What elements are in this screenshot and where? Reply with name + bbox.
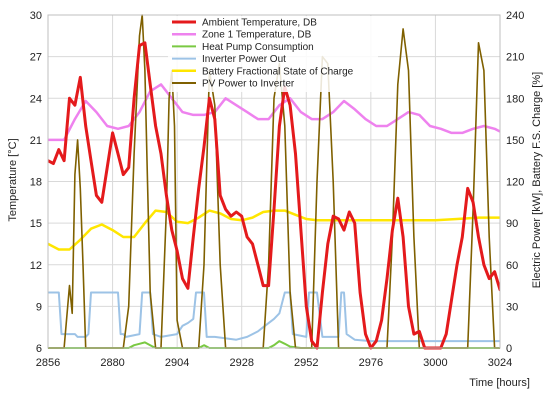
x-tick-0: 2856: [36, 357, 60, 369]
y-right-tick-3: 90: [506, 218, 518, 230]
x-tick-6: 3000: [423, 357, 447, 369]
x-tick-4: 2952: [294, 357, 318, 369]
y-right-tick-6: 180: [506, 93, 524, 105]
legend-label-1: Zone 1 Temperature, DB: [202, 30, 312, 41]
series-line-1: [48, 83, 500, 142]
y-right-tick-1: 30: [506, 301, 518, 313]
y-right-tick-2: 60: [506, 260, 518, 272]
y-left-tick-0: 6: [36, 343, 42, 355]
y-left-tick-1: 9: [36, 301, 42, 313]
y-left-tick-7: 27: [30, 52, 42, 64]
y-axis-right-label: Electric Power [kW], Battery F.S. Charge…: [531, 72, 543, 288]
y-left-tick-3: 15: [30, 218, 42, 230]
y-right-tick-4: 120: [506, 177, 524, 189]
legend-label-2: Heat Pump Consumption: [202, 42, 314, 53]
series-line-2: [48, 340, 500, 349]
legend-label-3: Inverter Power Out: [202, 54, 286, 65]
y-left-tick-2: 12: [30, 260, 42, 272]
y-left-tick-8: 30: [30, 10, 42, 22]
series-line-3: [48, 291, 500, 343]
legend-label-0: Ambient Temperature, DB: [202, 18, 317, 29]
x-tick-3: 2928: [229, 357, 253, 369]
series-line-4: [48, 209, 500, 251]
tick-labels: 6 9 12 15 18 21 24 27 30 0 30 60 90 120 150 180 210 240 28…: [30, 10, 525, 369]
x-tick-2: 2904: [165, 357, 189, 369]
y-right-tick-0: 0: [506, 343, 512, 355]
y-right-tick-8: 240: [506, 10, 524, 22]
y-left-tick-5: 21: [30, 135, 42, 147]
legend-label-5: PV Power to Inverter: [202, 79, 295, 90]
y-left-tick-6: 24: [30, 93, 42, 105]
x-tick-5: 2976: [359, 357, 383, 369]
y-axis-left-label: Temperature [°C]: [7, 138, 19, 221]
x-tick-7: 3024: [488, 357, 512, 369]
y-right-tick-7: 210: [506, 52, 524, 64]
y-right-tick-5: 150: [506, 135, 524, 147]
x-axis-label: Time [hours]: [469, 377, 530, 389]
legend-label-4: Battery Fractional State of Charge: [202, 66, 354, 77]
legend-box: [168, 16, 378, 92]
y-left-tick-4: 18: [30, 177, 42, 189]
plot-frame: [47, 14, 501, 349]
x-tick-1: 2880: [100, 357, 124, 369]
